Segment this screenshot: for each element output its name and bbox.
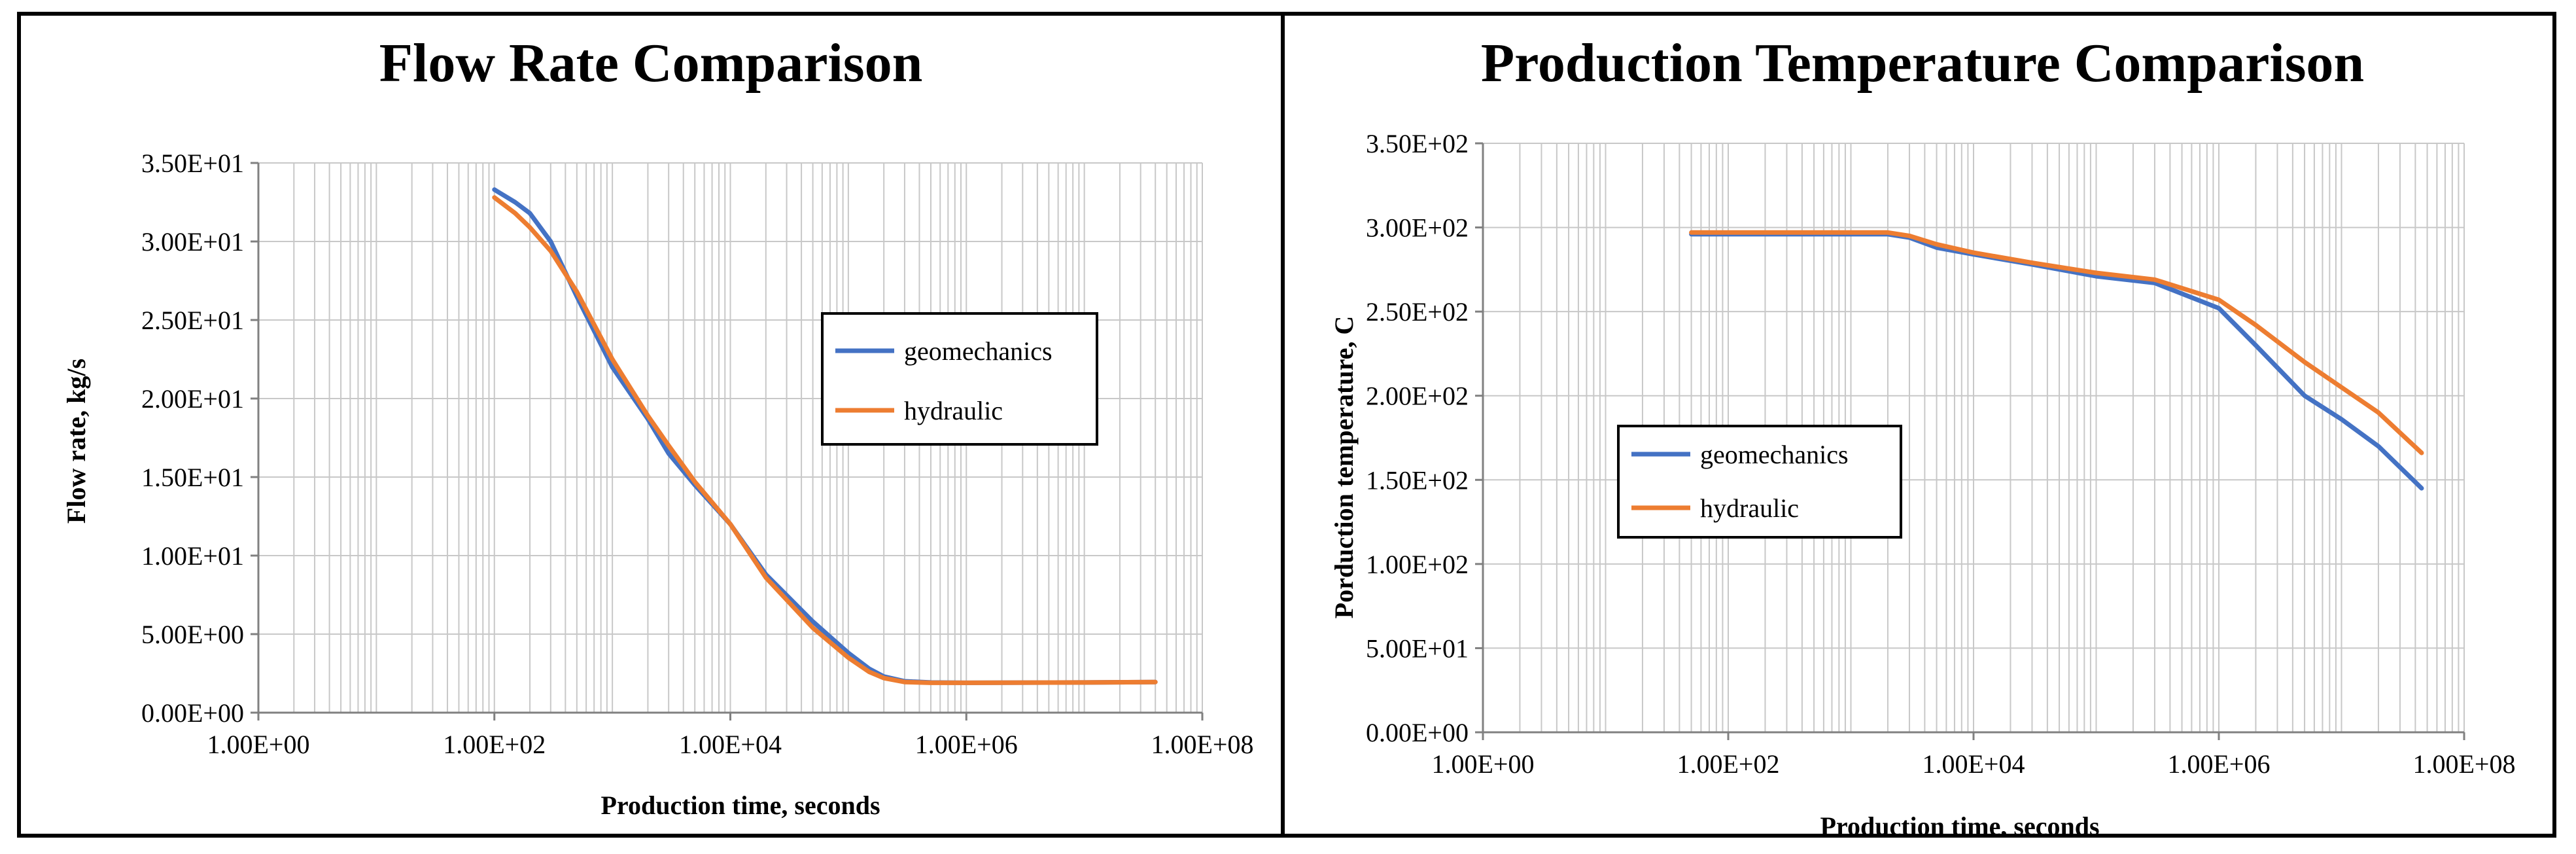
x-tick-label: 1.00E+02 [1677, 749, 1780, 779]
y-tick-label: 3.50E+02 [1366, 129, 1469, 158]
x-tick-label: 1.00E+00 [1432, 749, 1535, 779]
flow-rate-chart-panel: Flow Rate Comparison 0.00E+00 5.00E+00 1.0… [17, 12, 1285, 838]
y-tick-label: 3.50E+01 [141, 149, 244, 178]
x-axis-title: Production time, seconds [600, 791, 880, 820]
x-tick-label: 1.00E+08 [1151, 730, 1254, 759]
y-axis-title: Flow rate, kg/s [61, 359, 91, 524]
legend: geomechanics hydraulic [1617, 425, 1902, 539]
y-tick-label: 2.00E+01 [141, 384, 244, 414]
legend: geomechanics hydraulic [821, 312, 1098, 446]
y-tick-label: 0.00E+00 [1366, 718, 1469, 747]
y-tick-label: 0.00E+00 [141, 698, 244, 728]
series-line-hydraulic [492, 195, 1158, 685]
y-tick-label: 5.00E+00 [141, 620, 244, 649]
x-tick-label: 1.00E+00 [207, 730, 310, 759]
x-tick-label: 1.00E+08 [2413, 749, 2516, 779]
x-tick-label: 1.00E+02 [443, 730, 546, 759]
y-tick-label: 3.00E+01 [141, 227, 244, 257]
legend-label-geomechanics: geomechanics [904, 336, 1053, 366]
y-tick-label: 1.50E+02 [1366, 465, 1469, 495]
x-tick-label: 1.00E+06 [915, 730, 1018, 759]
legend-label-geomechanics: geomechanics [1700, 440, 1849, 469]
chart-title: Flow Rate Comparison [379, 33, 923, 94]
x-tick-label: 1.00E+04 [679, 730, 782, 759]
y-tick-label: 2.00E+02 [1366, 382, 1469, 411]
y-tick-label: 1.50E+01 [141, 463, 244, 492]
x-tick-label: 1.00E+04 [1923, 749, 2025, 779]
temperature-chart-panel: Production Temperature Comparison 0.00E+… [1281, 12, 2556, 838]
chart-title: Production Temperature Comparison [1481, 33, 2364, 94]
y-tick-label: 2.50E+01 [141, 306, 244, 335]
y-tick-label: 1.00E+02 [1366, 550, 1469, 579]
temperature-chart: Production Temperature Comparison 0.00E+… [1329, 33, 2516, 834]
y-tick-label: 2.50E+02 [1366, 297, 1469, 327]
y-tick-label: 3.00E+02 [1366, 213, 1469, 243]
legend-label-hydraulic: hydraulic [1700, 493, 1799, 523]
x-axis-title: Production time, seconds [1820, 811, 2099, 834]
y-tick-label: 5.00E+01 [1366, 633, 1469, 663]
x-tick-label: 1.00E+06 [2168, 749, 2271, 779]
series-line-hydraulic [1689, 230, 2424, 455]
y-tick-label: 1.00E+01 [141, 541, 244, 571]
flow-rate-chart: Flow Rate Comparison 0.00E+00 5.00E+00 1.0… [61, 33, 1254, 820]
legend-label-hydraulic: hydraulic [904, 396, 1003, 425]
y-axis-title: Porduction temperature, C [1329, 316, 1359, 619]
